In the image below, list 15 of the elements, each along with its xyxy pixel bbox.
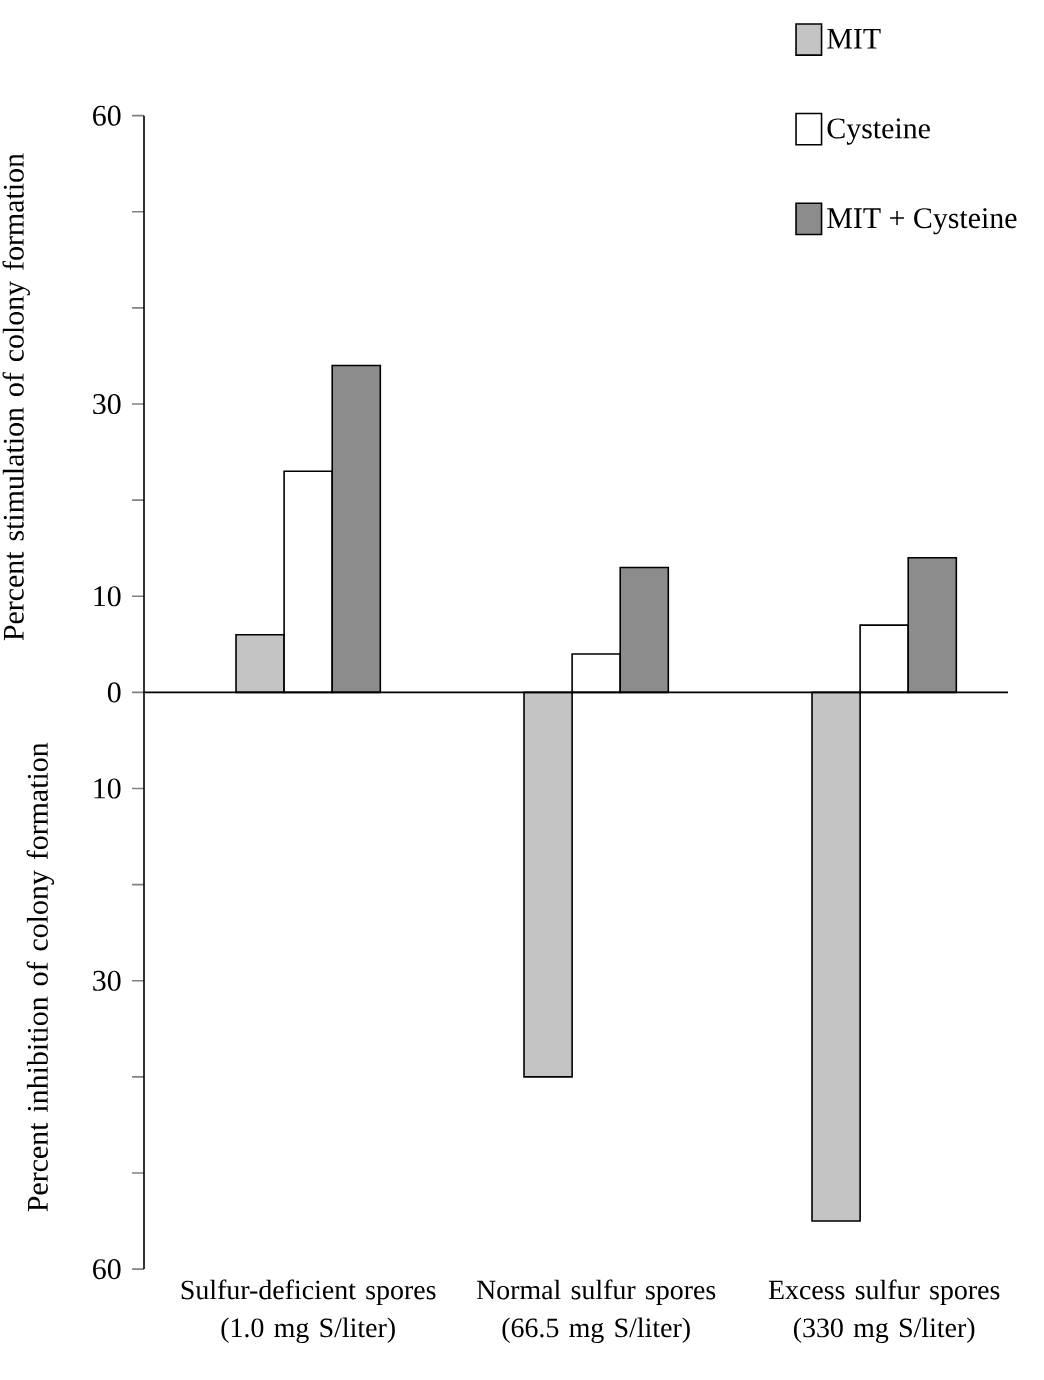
legend-label: MIT [827,28,881,49]
legend-label: MIT + Cysteine [827,208,1017,235]
y-axis-title: Percent stimulation of colony formation [2,153,30,641]
x-tick-label: Sulfur-deficient spores (1.0 mg S/liter) [181,1279,436,1344]
legend-label: Cysteine [827,118,930,145]
y-tick-label: 10 [94,586,121,607]
y-tick-label: 60 [93,105,121,126]
y-tick-label: 60 [93,1259,121,1280]
x-tick-label: Excess sulfur spores (330 mg S/liter) [768,1279,1000,1344]
y-tick-label: 10 [94,778,121,799]
text: Percent inhibition of colony formation [26,742,55,1212]
y-tick-label: 0 [107,682,121,703]
y-tick-label: 30 [93,970,121,991]
y-tick-label: 30 [93,393,121,415]
x-tick-label: Normal sulfur spores (66.5 mg S/liter) [476,1279,716,1344]
